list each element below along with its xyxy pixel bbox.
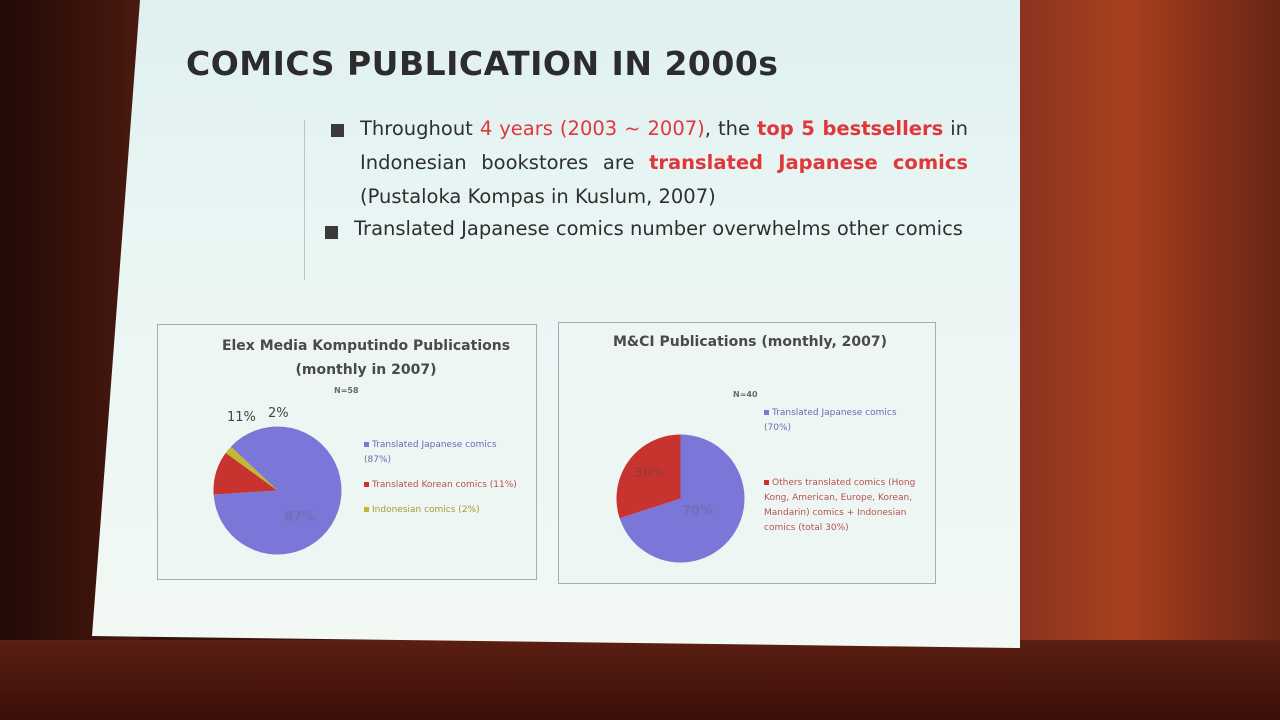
chart-2-label-others: 30% <box>634 466 666 481</box>
legend-swatch <box>364 442 369 447</box>
chart-1-legend-item: Translated Japanese comics (87%) <box>364 438 524 468</box>
chart-1-legend-item: Indonesian comics (2%) <box>364 503 524 518</box>
bullet-1-text-b: , the <box>704 117 757 140</box>
slide-title: COMICS PUBLICATION IN 2000s <box>186 44 779 83</box>
chart-2-legend-text-0: Translated Japanese comics (70%) <box>764 408 897 433</box>
chart-2-legend-text-1: Others translated comics (Hong Kong, Ame… <box>764 478 916 533</box>
bullet-square-icon <box>325 226 338 239</box>
chart-panel-mci <box>558 322 936 584</box>
chart-1-label-indonesian: 2% <box>268 406 289 421</box>
legend-swatch <box>764 410 769 415</box>
room-floor <box>0 640 1280 720</box>
chart-2-pie <box>616 434 745 563</box>
chart-1-legend-text-2: Indonesian comics (2%) <box>372 505 480 515</box>
chart-2-title: M&CI Publications (monthly, 2007) <box>613 334 887 350</box>
chart-1-label-korean: 11% <box>227 410 256 425</box>
chart-1-pie <box>213 426 342 555</box>
bullet-1-translated: translated Japanese comics <box>649 151 969 174</box>
bullet-1-top5: top 5 bestsellers <box>757 117 944 140</box>
chart-1-title: Elex Media Komputindo Publications (mont… <box>221 338 511 378</box>
chart-1-legend-item: Translated Korean comics (11%) <box>364 478 524 493</box>
pie-slice-0 <box>213 426 342 555</box>
bullet-1-text-a: Throughout <box>360 117 480 140</box>
pie-slice-1 <box>616 434 681 519</box>
chart-1-legend: Translated Japanese comics (87%) Transla… <box>364 438 524 518</box>
legend-swatch <box>364 482 369 487</box>
chart-1-n-label: N=58 <box>334 386 359 395</box>
bullet-1-text-c: in Indonesian bookstores are <box>360 117 969 174</box>
legend-swatch <box>364 507 369 512</box>
bullet-1-source: (Pustaloka Kompas in Kuslum, 2007) <box>360 185 716 208</box>
chart-2-legend-item: Translated Japanese comics (70%) <box>764 406 926 436</box>
chart-2-legend: Translated Japanese comics (70%) Others … <box>764 406 926 536</box>
chart-1-legend-text-1: Translated Korean comics (11%) <box>372 480 517 490</box>
pie-slice-1 <box>213 452 278 495</box>
chart-2-label-japanese: 70% <box>682 504 714 519</box>
chart-2-legend-item: Others translated comics (Hong Kong, Ame… <box>764 476 926 536</box>
chart-1-legend-text-0: Translated Japanese comics (87%) <box>364 440 497 465</box>
chart-panel-elex <box>157 324 537 580</box>
chart-2-n-label: N=40 <box>733 390 758 399</box>
bullet-square-icon <box>331 124 344 137</box>
bullet-1: Throughout 4 years (2003 ~ 2007), the to… <box>360 112 968 214</box>
bullet-2: Translated Japanese comics number overwh… <box>354 217 963 240</box>
pie-slice-0 <box>619 434 745 563</box>
room-wall-right <box>1020 0 1280 720</box>
pie-slice-2 <box>225 446 278 491</box>
divider-line <box>304 120 305 280</box>
chart-1-label-japanese: 87% <box>284 510 316 525</box>
bullet-1-years: 4 years (2003 ~ 2007) <box>479 117 705 140</box>
legend-swatch <box>764 480 769 485</box>
